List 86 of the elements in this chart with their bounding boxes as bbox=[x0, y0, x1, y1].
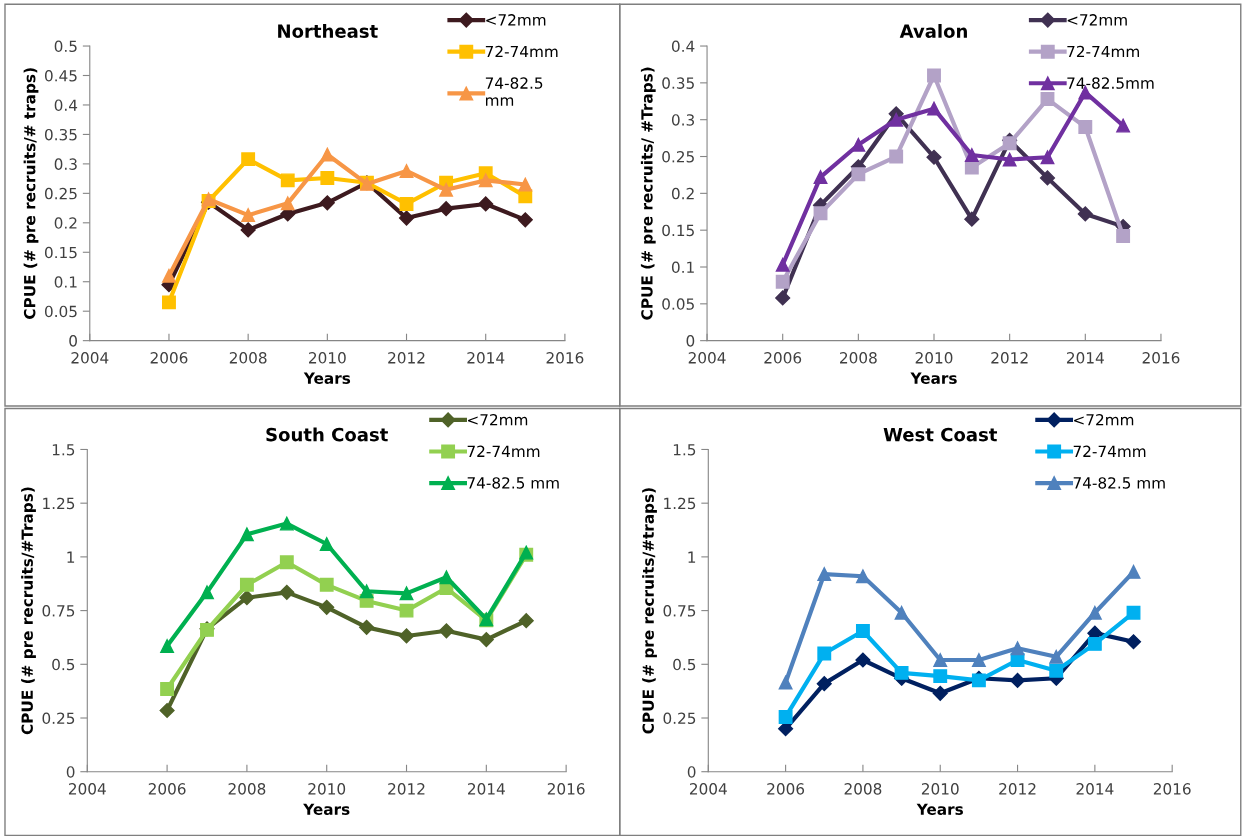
x-tick-label: 2016 bbox=[547, 783, 585, 795]
y-tick-label: 0.35 bbox=[44, 128, 77, 141]
y-axis-title: CPUE (# pre recruits/#traps) bbox=[642, 488, 657, 734]
y-tick-label: 0.15 bbox=[662, 224, 694, 237]
x-tick-label: 2012 bbox=[999, 783, 1036, 795]
legend-label: 74-82.5 mm bbox=[1073, 477, 1165, 489]
y-axis-title: CPUE (# pre recruits/#Traps) bbox=[21, 487, 36, 735]
chart-title: Avalon bbox=[899, 23, 967, 38]
x-axis-title: Years bbox=[303, 372, 351, 384]
legend-label: <72mm bbox=[1067, 14, 1127, 26]
x-tick-label: 2010 bbox=[308, 783, 346, 795]
y-tick-label: 0.05 bbox=[662, 298, 694, 310]
y-tick-label: 0 bbox=[687, 766, 696, 778]
y-tick-label: 0.25 bbox=[42, 712, 75, 725]
x-tick-label: 2008 bbox=[844, 783, 882, 795]
y-tick-label: 0.5 bbox=[52, 658, 75, 671]
x-axis-title: Years bbox=[303, 803, 350, 815]
y-tick-label: 0 bbox=[66, 766, 75, 778]
x-tick-label: 2014 bbox=[468, 783, 505, 795]
x-tick-label: 2004 bbox=[689, 783, 727, 795]
y-tick-label: 0.5 bbox=[673, 658, 696, 671]
x-tick-label: 2004 bbox=[688, 352, 726, 364]
y-tick-label: 0.3 bbox=[671, 114, 695, 126]
x-tick-label: 2008 bbox=[229, 352, 267, 364]
x-tick-label: 2008 bbox=[228, 783, 266, 795]
y-tick-label: 0.45 bbox=[44, 69, 77, 82]
x-tick-label: 2016 bbox=[1153, 783, 1191, 795]
x-tick-label: 2006 bbox=[148, 783, 186, 795]
legend-label: <72mm bbox=[486, 14, 546, 26]
y-tick-label: 0.25 bbox=[44, 187, 77, 200]
legend-label: 74-82.5mm bbox=[1067, 77, 1154, 89]
x-tick-label: 2004 bbox=[71, 352, 109, 364]
x-tick-label: 2006 bbox=[767, 783, 805, 795]
chart-title: Northeast bbox=[278, 23, 378, 38]
y-tick-label: 0.5 bbox=[54, 40, 77, 53]
x-tick-label: 2004 bbox=[68, 783, 106, 795]
legend-label: 74-82.5 mm bbox=[467, 477, 559, 489]
chart-title: West Coast bbox=[883, 427, 998, 442]
x-tick-label: 2016 bbox=[1142, 352, 1180, 364]
x-tick-label: 2008 bbox=[840, 352, 877, 364]
chart-title: South Coast bbox=[266, 427, 388, 442]
x-tick-label: 2006 bbox=[764, 352, 802, 364]
y-tick-label: 0.4 bbox=[54, 99, 78, 111]
legend-label: <72mm bbox=[468, 413, 528, 426]
x-tick-label: 2010 bbox=[921, 783, 959, 795]
y-tick-label: 0.15 bbox=[44, 246, 77, 259]
y-tick-label: 0.2 bbox=[671, 187, 694, 200]
x-tick-label: 2014 bbox=[467, 352, 505, 364]
y-tick-label: 0 bbox=[69, 335, 77, 347]
y-tick-label: 0.05 bbox=[44, 305, 77, 318]
legend-label: 74-82.5 mm bbox=[485, 77, 543, 106]
y-tick-label: 0.75 bbox=[42, 605, 75, 617]
y-tick-label: 0.35 bbox=[662, 77, 694, 89]
y-tick-label: 0.2 bbox=[54, 217, 77, 229]
y-tick-label: 1.5 bbox=[673, 444, 696, 456]
x-tick-label: 2006 bbox=[150, 352, 188, 364]
x-axis-title: Years bbox=[910, 372, 957, 384]
y-axis-title: CPUE (# pre recruits/ #Traps) bbox=[640, 67, 656, 320]
y-tick-label: 1 bbox=[67, 551, 75, 563]
legend-label: <72mm bbox=[1074, 413, 1134, 426]
y-tick-label: 0.1 bbox=[671, 261, 694, 274]
y-tick-label: 1 bbox=[688, 551, 696, 563]
y-tick-label: 0.25 bbox=[663, 712, 696, 725]
y-tick-label: 0.75 bbox=[663, 605, 696, 617]
x-tick-label: 2010 bbox=[915, 352, 953, 364]
x-axis-title: Years bbox=[916, 803, 963, 815]
y-axis-title: CPUE (# pre recruits/# traps) bbox=[23, 68, 39, 319]
y-tick-label: 1.25 bbox=[664, 497, 696, 510]
x-tick-label: 2010 bbox=[309, 352, 346, 364]
y-tick-label: 1.25 bbox=[43, 497, 75, 510]
x-tick-label: 2012 bbox=[388, 352, 425, 364]
y-tick-label: 0.3 bbox=[54, 158, 77, 170]
x-tick-label: 2012 bbox=[991, 352, 1028, 364]
y-tick-label: 0 bbox=[686, 335, 695, 347]
x-tick-label: 2012 bbox=[388, 783, 425, 795]
legend-label: 72-74mm bbox=[1067, 45, 1139, 58]
legend-label: 72-74mm bbox=[1073, 445, 1146, 457]
y-tick-label: 0.1 bbox=[54, 276, 77, 288]
x-tick-label: 2016 bbox=[546, 352, 584, 364]
y-tick-label: 0.25 bbox=[662, 150, 694, 163]
y-tick-label: 0.4 bbox=[671, 40, 695, 53]
x-tick-label: 2014 bbox=[1066, 352, 1104, 364]
x-tick-label: 2014 bbox=[1076, 783, 1114, 795]
y-tick-label: 1.5 bbox=[52, 444, 75, 456]
legend-label: 72-74mm bbox=[467, 445, 540, 457]
legend-label: 72-74mm bbox=[485, 45, 558, 58]
